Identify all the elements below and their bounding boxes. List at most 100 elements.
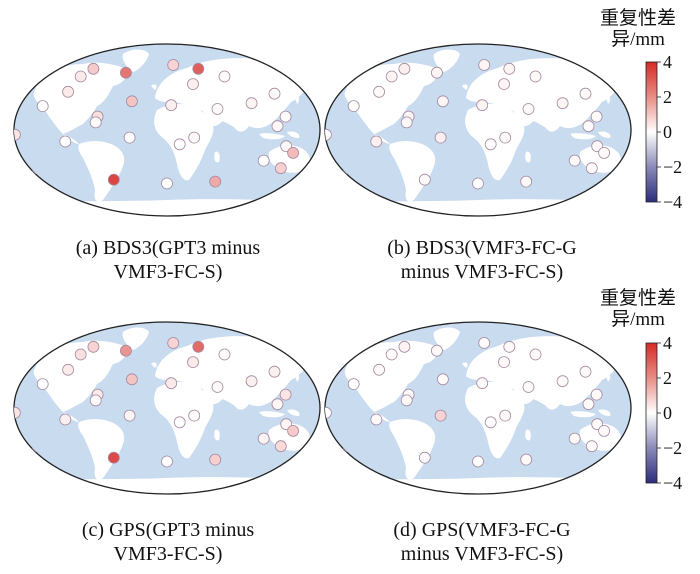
station-marker xyxy=(498,78,510,90)
station-marker xyxy=(36,100,49,113)
station-marker xyxy=(218,348,231,361)
station-marker xyxy=(476,99,489,112)
station-marker xyxy=(274,440,287,453)
station-marker xyxy=(520,453,533,466)
station-marker xyxy=(211,381,224,393)
station-marker xyxy=(87,62,100,75)
station-marker xyxy=(585,440,598,453)
colorbar-tick-label: 0 xyxy=(663,403,672,423)
colorbar-title-top: 重复性差 异/mm xyxy=(599,8,676,50)
station-marker xyxy=(211,103,224,115)
station-marker xyxy=(484,138,497,151)
station-marker xyxy=(209,175,222,188)
station-marker xyxy=(437,95,449,108)
station-marker xyxy=(165,99,178,112)
station-marker xyxy=(257,154,270,167)
station-marker xyxy=(335,170,348,182)
station-marker xyxy=(161,177,173,190)
station-marker xyxy=(325,406,332,419)
colorbar-tick-label: −4 xyxy=(663,192,682,212)
station-marker xyxy=(431,66,443,79)
station-marker xyxy=(245,97,258,110)
station-marker xyxy=(498,356,510,368)
station-marker xyxy=(598,146,610,159)
station-marker xyxy=(107,173,120,186)
caption-c: (c) GPS(GPT3 minus VMF3-FC-S) xyxy=(81,519,255,565)
station-marker xyxy=(120,344,132,357)
station-marker xyxy=(268,87,281,100)
station-marker xyxy=(400,394,413,407)
station-marker xyxy=(24,448,37,460)
station-marker xyxy=(257,432,270,445)
station-marker xyxy=(62,85,74,98)
station-marker xyxy=(335,448,348,460)
station-marker xyxy=(187,78,199,90)
station-marker xyxy=(347,378,360,391)
station-marker xyxy=(418,173,431,186)
station-marker xyxy=(271,398,284,411)
station-marker xyxy=(271,120,284,133)
station-marker xyxy=(529,348,542,361)
station-marker xyxy=(499,131,512,144)
station-marker xyxy=(579,87,592,100)
station-marker xyxy=(287,146,299,159)
station-marker xyxy=(582,398,595,411)
colorbar-tick-label: −2 xyxy=(663,438,682,458)
station-marker xyxy=(107,451,120,464)
colorbar-top: 4 2 0 −2 −4 xyxy=(645,52,682,212)
station-marker xyxy=(123,409,136,422)
station-marker xyxy=(478,59,491,71)
station-marker xyxy=(472,177,484,190)
station-marker xyxy=(59,135,72,148)
station-marker xyxy=(24,170,37,182)
station-marker xyxy=(274,162,287,175)
map-panels xyxy=(13,43,632,495)
station-marker xyxy=(431,344,443,357)
station-marker xyxy=(522,103,535,115)
colorbar-tick-label: 2 xyxy=(663,368,672,388)
map-panel-c xyxy=(13,321,321,495)
station-marker xyxy=(585,162,598,175)
station-marker xyxy=(173,138,186,151)
station-marker xyxy=(579,365,592,378)
station-marker xyxy=(503,340,516,353)
station-marker xyxy=(187,356,199,368)
station-marker xyxy=(370,135,383,148)
station-marker xyxy=(62,363,74,376)
station-marker xyxy=(373,363,385,376)
station-marker xyxy=(279,388,292,401)
station-marker xyxy=(385,70,398,83)
station-marker xyxy=(582,120,595,133)
station-marker xyxy=(499,409,512,422)
caption-d: (d) GPS(VMF3-FC-G minus VMF3-FC-S) xyxy=(393,519,571,565)
station-marker xyxy=(398,340,411,353)
colorbar-tick-label: 4 xyxy=(663,333,672,353)
station-marker xyxy=(120,66,132,79)
station-marker xyxy=(590,388,603,401)
station-marker xyxy=(598,424,610,437)
colorbar-title-bottom: 重复性差 异/mm xyxy=(599,288,676,330)
station-marker xyxy=(370,413,383,426)
caption-b: (b) BDS3(VMF3-FC-G minus VMF3-FC-S) xyxy=(387,237,577,283)
station-marker xyxy=(87,340,100,353)
station-marker xyxy=(188,409,201,422)
station-marker xyxy=(123,131,136,144)
station-marker xyxy=(74,70,87,83)
station-marker xyxy=(14,128,21,141)
station-marker xyxy=(89,116,102,129)
colorbar-tick-label: 0 xyxy=(663,122,672,142)
station-marker xyxy=(167,59,180,71)
station-marker xyxy=(188,131,201,144)
station-marker xyxy=(556,97,569,110)
station-marker xyxy=(245,375,258,388)
station-marker xyxy=(373,85,385,98)
station-marker xyxy=(568,154,581,167)
station-marker xyxy=(325,128,332,141)
colorbar-tick-label: 2 xyxy=(663,87,672,107)
station-marker xyxy=(520,175,533,188)
colorbar-tick-label: −4 xyxy=(663,473,682,493)
station-marker xyxy=(472,455,484,468)
station-marker xyxy=(167,337,180,349)
station-marker xyxy=(165,377,178,390)
